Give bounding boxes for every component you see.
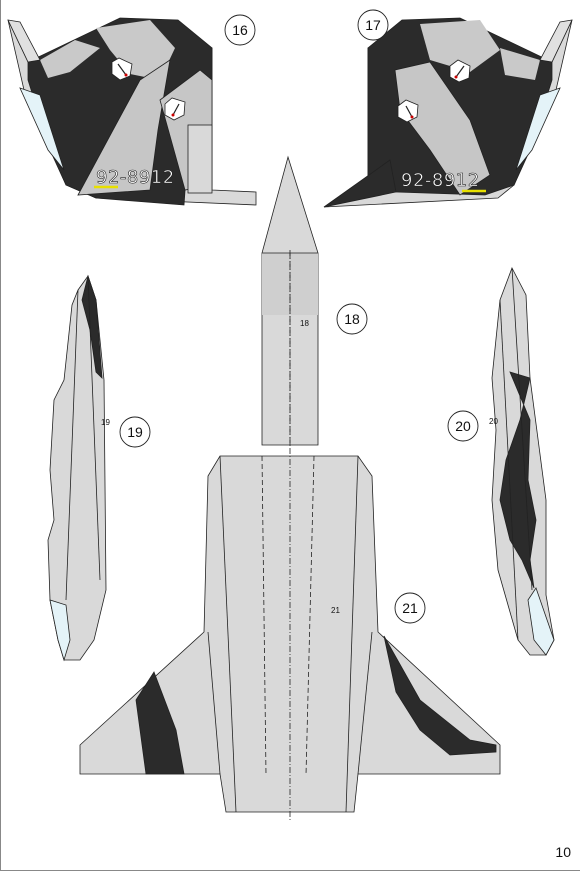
svg-text:16: 16 [232, 22, 248, 38]
part-label-20: 20 [447, 410, 479, 442]
part-21-inner-label: 21 [331, 606, 340, 615]
svg-text:20: 20 [455, 418, 471, 434]
part-16-serial: 92-8912 [96, 167, 175, 188]
svg-text:17: 17 [365, 17, 381, 33]
part-16-left-fin [7, 17, 257, 206]
part-label-21: 21 [394, 592, 426, 624]
part-label-18: 18 [336, 303, 368, 335]
part-label-17: 17 [357, 9, 389, 41]
part-21-fuselage [79, 250, 501, 820]
svg-text:19: 19 [127, 424, 143, 440]
svg-text:21: 21 [402, 600, 418, 616]
page-number: 10 [555, 844, 571, 860]
part-19-strip [47, 274, 107, 662]
part-17-right-fin [323, 17, 573, 208]
part-label-19: 19 [119, 416, 151, 448]
svg-text:18: 18 [344, 311, 360, 327]
rocket-insignia-icon [397, 99, 419, 123]
part-20-strip [491, 267, 555, 656]
part-18-inner-label: 18 [300, 319, 309, 328]
rocket-insignia-icon [164, 97, 186, 121]
rocket-insignia-icon [449, 59, 471, 83]
part-19-inner-label: 19 [101, 418, 110, 427]
part-17-serial: 92-8912 [401, 170, 480, 191]
part-20-inner-label: 20 [489, 417, 498, 426]
part-label-16: 16 [224, 14, 256, 46]
rocket-insignia-icon [111, 57, 133, 81]
